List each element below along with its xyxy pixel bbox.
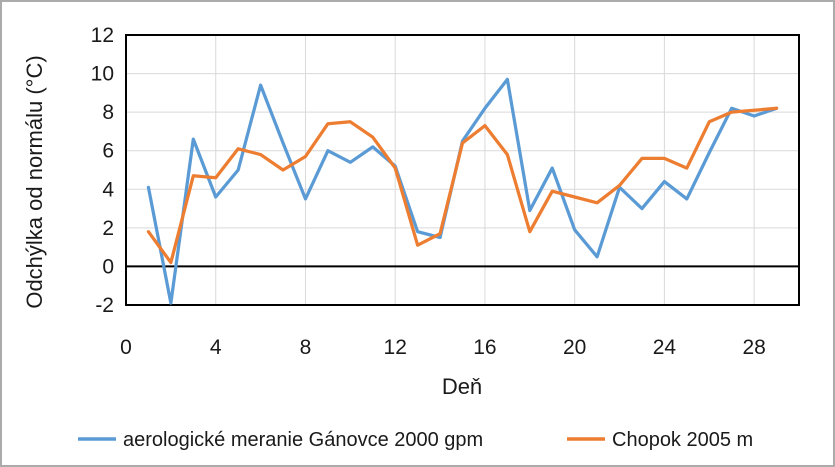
x-axis-tick-labels: 0 4 8 12 16 20 24 28 [120, 336, 766, 359]
legend-item: Chopok 2005 m [567, 429, 753, 451]
y-tick-label: 2 [102, 217, 114, 240]
y-tick-label: 4 [102, 178, 114, 201]
plot-area-border [125, 34, 800, 306]
x-axis-title: Deň [442, 374, 482, 399]
series-lines [146, 77, 779, 305]
legend-item: aerologické meranie Gánovce 2000 gpm [78, 429, 483, 451]
y-axis-title: Odchýlka od normálu (°C) [22, 55, 47, 308]
x-tick-label: 0 [120, 336, 132, 359]
y-tick-label: 0 [102, 255, 114, 278]
y-tick-label: 6 [102, 140, 114, 163]
y-tick-label: 12 [91, 24, 114, 47]
x-tick-label: 24 [653, 336, 677, 359]
x-tick-label: 12 [384, 336, 407, 359]
x-tick-label: 4 [210, 336, 222, 359]
x-tick-label: 8 [300, 336, 312, 359]
gridlines [126, 35, 799, 305]
x-tick-label: 16 [473, 336, 496, 359]
legend-label: aerologické meranie Gánovce 2000 gpm [123, 429, 483, 451]
legend: aerologické meranie Gánovce 2000 gpm Chop… [78, 429, 753, 451]
x-tick-label: 20 [563, 336, 586, 359]
y-axis-tick-labels: 12 10 8 6 4 2 0 -2 [91, 24, 115, 317]
series-line-0 [146, 77, 779, 305]
y-tick-label: -2 [95, 294, 114, 317]
y-tick-label: 8 [102, 101, 114, 124]
legend-label: Chopok 2005 m [612, 429, 753, 451]
x-tick-label: 28 [742, 336, 765, 359]
y-tick-label: 10 [91, 63, 114, 86]
series-line-1 [146, 106, 779, 265]
